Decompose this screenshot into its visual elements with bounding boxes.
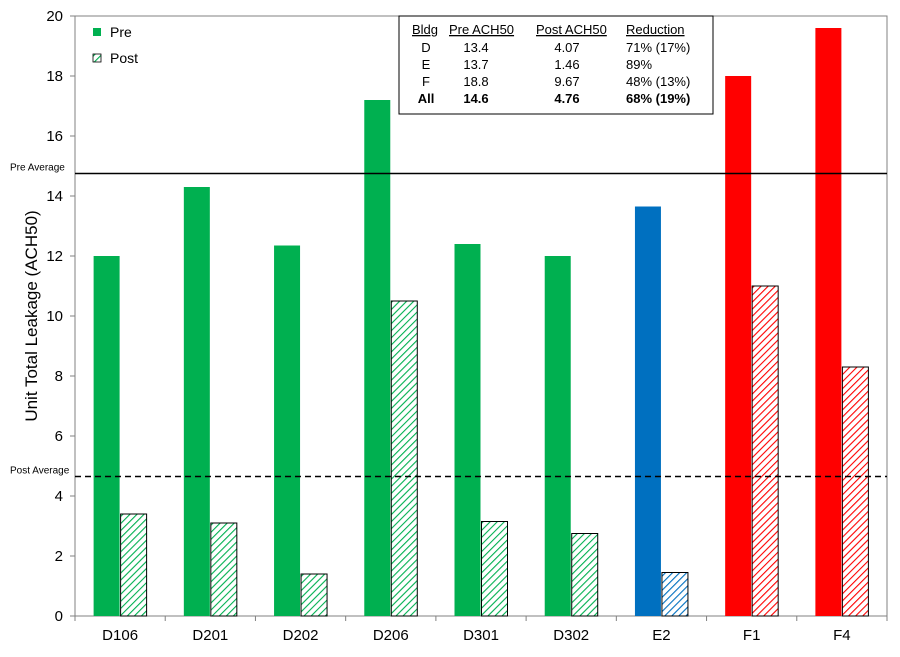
x-tick-label-f1: F1	[743, 627, 761, 644]
x-tick-label-d106: D106	[102, 627, 138, 644]
table-cell: 9.67	[554, 74, 579, 89]
table-cell: F	[422, 74, 430, 89]
table-cell: 13.7	[463, 57, 488, 72]
legend-label-pre: Pre	[110, 24, 132, 40]
bar-pre-f4	[815, 28, 842, 616]
summary-table: Bldg Pre ACH50 Post ACH50 Reduction D 13.4 4.0…	[398, 15, 714, 115]
x-tick-label-d301: D301	[463, 627, 499, 644]
bar-pre-f1	[725, 76, 752, 616]
table-cell: 18.8	[463, 74, 488, 89]
table-cell: 14.6	[463, 91, 488, 106]
bar-post-d106	[120, 513, 148, 617]
y-tick-label: 16	[46, 128, 63, 145]
table-header: Bldg	[412, 22, 438, 37]
bar-post-d302	[571, 533, 599, 617]
pre-average-label: Pre Average	[10, 163, 65, 174]
bar-post-d201	[210, 522, 238, 617]
x-tick-label-d202: D202	[283, 627, 319, 644]
bar-pre-d206	[364, 100, 391, 616]
y-tick-label: 14	[46, 188, 63, 205]
x-tick-label-d206: D206	[373, 627, 409, 644]
table-cell: 48% (13%)	[626, 74, 690, 89]
y-tick-label: 18	[46, 68, 63, 85]
table-cell: 4.07	[554, 40, 579, 55]
table-header: Pre ACH50	[449, 22, 514, 37]
y-tick-label: 12	[46, 248, 63, 265]
table-cell: 1.46	[554, 57, 579, 72]
x-axis: D106 D201 D202 D206 D301 D302 E2 F1 F4	[74, 616, 888, 644]
legend-label-post: Post	[110, 50, 138, 66]
reference-lines: Pre Average Post Average	[10, 163, 887, 478]
y-tick-label: 0	[55, 608, 63, 625]
bar-pre-d302	[544, 256, 571, 616]
x-tick-label-d302: D302	[553, 627, 589, 644]
table-cell: 68% (19%)	[626, 91, 690, 106]
y-tick-label: 10	[46, 308, 63, 325]
bars	[93, 28, 869, 617]
legend-swatch-pre	[93, 28, 101, 36]
bar-post-d301	[481, 521, 508, 617]
legend-swatch-post	[92, 53, 102, 63]
table-header: Post ACH50	[536, 22, 607, 37]
y-tick-label: 20	[46, 8, 63, 25]
y-tick-label: 4	[55, 488, 63, 505]
bar-post-e2	[661, 572, 689, 617]
table-cell: 4.76	[554, 91, 579, 106]
bar-pre-d106	[93, 256, 120, 616]
bar-pre-d301	[454, 244, 481, 616]
x-tick-label-e2: E2	[652, 627, 670, 644]
y-tick-label: 8	[55, 368, 63, 385]
post-average-label: Post Average	[10, 466, 70, 477]
y-tick-label: 2	[55, 548, 63, 565]
bar-pre-e2	[634, 206, 661, 616]
bar-post-d206	[390, 300, 418, 617]
bar-pre-d202	[274, 245, 301, 616]
bar-pre-d201	[183, 187, 210, 616]
table-header: Reduction	[626, 22, 685, 37]
x-tick-label-d201: D201	[192, 627, 228, 644]
legend: Pre Post	[92, 24, 138, 66]
bar-post-f4	[841, 366, 869, 617]
bar-post-d202	[300, 573, 328, 617]
table-cell: 13.4	[463, 40, 488, 55]
table-cell: 89%	[626, 57, 652, 72]
y-axis: 0 2 4 6 8 10 12 14 16 18 20	[46, 8, 75, 625]
x-tick-label-f4: F4	[833, 627, 851, 644]
table-cell: All	[418, 91, 435, 106]
y-tick-label: 6	[55, 428, 63, 445]
table-cell: E	[422, 57, 431, 72]
table-cell: D	[421, 40, 430, 55]
bar-post-f1	[751, 285, 779, 617]
summary-table-border	[398, 15, 714, 115]
table-cell: 71% (17%)	[626, 40, 690, 55]
y-axis-label: Unit Total Leakage (ACH50)	[22, 210, 41, 421]
